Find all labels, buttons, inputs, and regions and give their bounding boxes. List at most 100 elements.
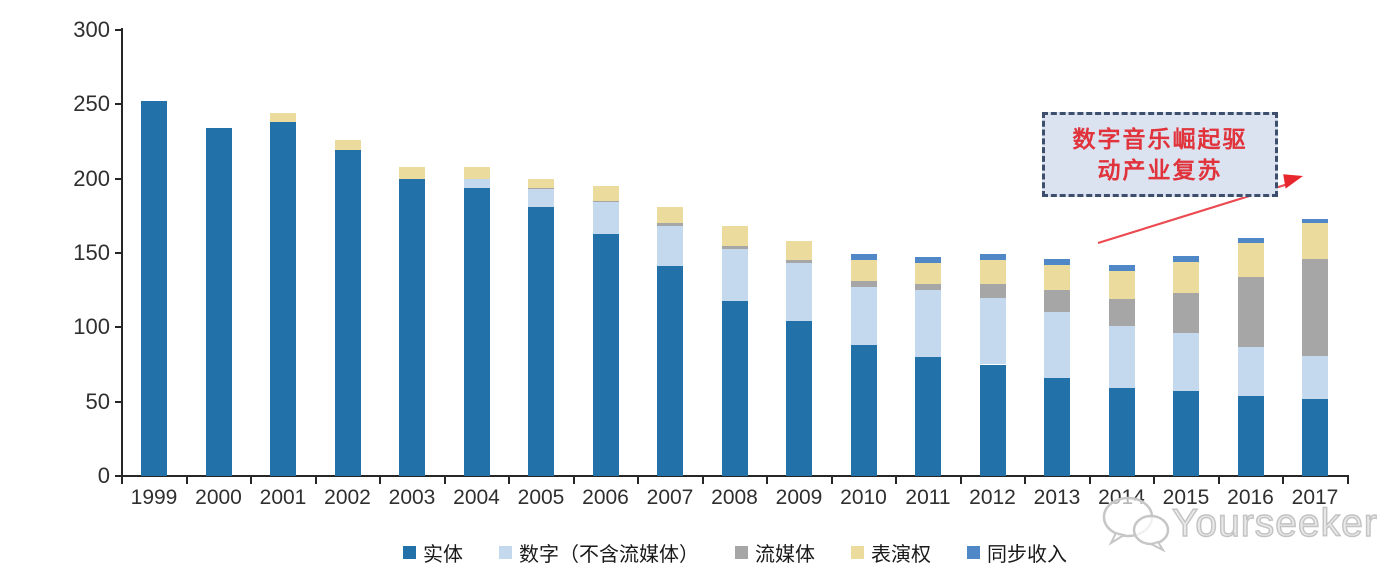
bar-segment (1108, 270, 1135, 300)
bar-segment (915, 263, 941, 285)
bar-segment (721, 226, 748, 246)
bar-segment (205, 128, 232, 476)
bar-segment (1302, 218, 1328, 224)
bar-segment (592, 202, 619, 234)
bar-segment (657, 266, 683, 476)
bar-segment (270, 122, 296, 476)
y-tick-label: 200 (73, 165, 110, 191)
bar-segment (270, 113, 296, 123)
bar-segment (1173, 293, 1199, 334)
bar-segment (657, 223, 683, 227)
x-axis-label: 2000 (195, 486, 242, 509)
bar-segment (1237, 346, 1264, 396)
x-axis-label: 2010 (840, 486, 887, 509)
bar-segment (1237, 242, 1264, 277)
x-axis-label: 2002 (324, 486, 371, 509)
legend-label: 流媒体 (755, 543, 815, 566)
bar-segment (1173, 255, 1199, 262)
x-axis-label: 2017 (1291, 486, 1339, 509)
legend-swatch (851, 545, 864, 559)
bar-segment (721, 248, 748, 301)
legend-swatch (499, 545, 512, 559)
bar-segment (915, 284, 941, 291)
legend-item: 流媒体 (735, 538, 815, 567)
bar-segment (850, 281, 877, 288)
bar-segment (850, 345, 877, 476)
x-tick-mark (1346, 477, 1349, 484)
bar-segment (850, 260, 877, 282)
y-tick-label: 150 (73, 240, 110, 265)
bar-segment (850, 254, 877, 261)
bar-segment (786, 263, 812, 322)
chat-bubbles-icon (1102, 496, 1170, 553)
x-axis-label: 2015 (1162, 486, 1210, 509)
legend-label: 表演权 (871, 543, 931, 566)
bar-segment (528, 189, 554, 207)
x-tick-mark (959, 477, 962, 484)
y-tick-label: 50 (85, 388, 110, 414)
y-tick-mark (115, 103, 122, 106)
bar-segment (1044, 312, 1070, 378)
bar-segment (334, 150, 361, 476)
bar-segment (1302, 398, 1328, 476)
bar-segment (1302, 223, 1328, 259)
legend-item: 实体 (403, 538, 463, 567)
bar-segment (1108, 388, 1135, 476)
x-tick-mark (1217, 477, 1220, 484)
bar-segment (463, 166, 490, 179)
bar-segment (528, 206, 554, 476)
bar-segment (1173, 261, 1199, 294)
x-axis-label: 2003 (388, 486, 436, 509)
x-tick-mark (1153, 477, 1155, 484)
bar-segment (1044, 290, 1070, 313)
annotation-text-line1: 数字音乐崛起驱 (1072, 125, 1248, 152)
bar-segment (1173, 333, 1199, 392)
x-axis-label: 2006 (582, 486, 629, 509)
x-tick-mark (1024, 477, 1026, 484)
y-tick-mark (115, 475, 122, 477)
bar-segment (721, 300, 748, 476)
bar-segment (141, 101, 167, 476)
x-axis-label: 2001 (259, 486, 307, 509)
y-tick-mark (115, 400, 122, 403)
bar-segment (1237, 276, 1264, 347)
bar-segment (915, 257, 941, 264)
x-tick-mark (895, 477, 897, 484)
bar-segment (850, 287, 877, 346)
x-axis-label: 1999 (130, 486, 178, 509)
x-axis-label: 2013 (1033, 486, 1081, 509)
legend-swatch (967, 545, 980, 559)
bar-segment (1108, 325, 1135, 389)
x-tick-mark (250, 477, 252, 484)
bar-segment (592, 233, 619, 476)
x-tick-mark (314, 477, 317, 484)
watermark-text: Yourseeker (1171, 501, 1378, 545)
annotation-text-line2: 动产业复苏 (1097, 156, 1223, 183)
x-tick-mark (572, 477, 575, 484)
legend-label: 实体 (423, 543, 463, 566)
x-tick-mark (637, 477, 639, 484)
bar-segment (979, 254, 1006, 261)
bar-segment (786, 260, 812, 264)
y-tick-mark (115, 29, 122, 31)
y-tick-label: 0 (97, 463, 110, 488)
legend-label: 数字（不含流媒体） (519, 543, 699, 566)
x-axis-label: 2012 (969, 486, 1016, 509)
legend: 实体 数字（不含流媒体） 流媒体 表演权 同步收入 (122, 538, 1348, 566)
legend-swatch (735, 545, 748, 559)
y-tick-label: 300 (73, 17, 110, 42)
bar-segment (979, 364, 1006, 476)
watermark: Yourseeker (1100, 490, 1396, 558)
bar-segment (1108, 264, 1135, 271)
y-tick-label: 100 (73, 314, 110, 340)
bar-segment (463, 178, 490, 188)
y-tick-mark (115, 252, 122, 254)
legend-swatch (403, 545, 416, 559)
x-axis-label: 2007 (646, 486, 694, 509)
legend-label: 同步收入 (987, 543, 1067, 566)
x-tick-mark (379, 477, 381, 484)
bar-segment (592, 200, 619, 203)
bar-segment (463, 187, 490, 476)
legend-item: 表演权 (851, 538, 931, 567)
